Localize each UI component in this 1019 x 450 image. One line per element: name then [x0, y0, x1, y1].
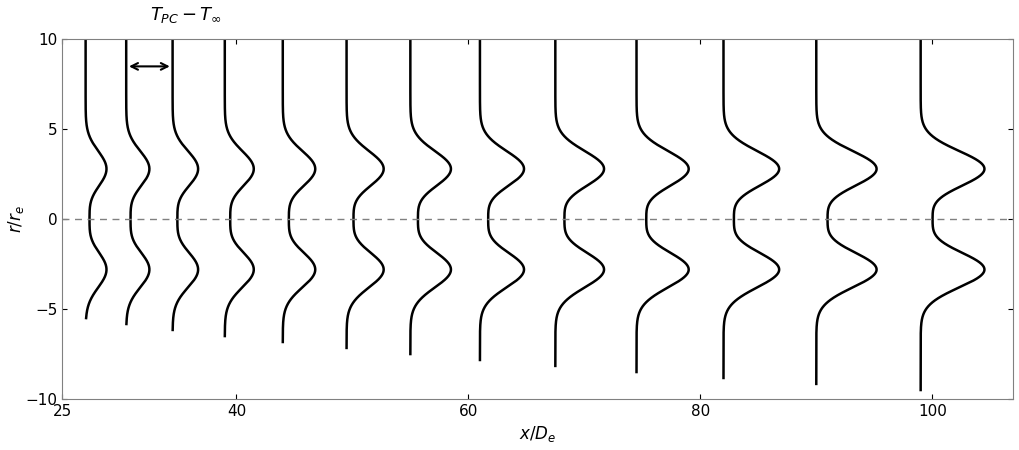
- Text: $T_{PC} - T_{\infty}$: $T_{PC} - T_{\infty}$: [150, 5, 222, 25]
- Y-axis label: $r/r_e$: $r/r_e$: [5, 205, 25, 233]
- X-axis label: $x/D_e$: $x/D_e$: [520, 424, 556, 445]
